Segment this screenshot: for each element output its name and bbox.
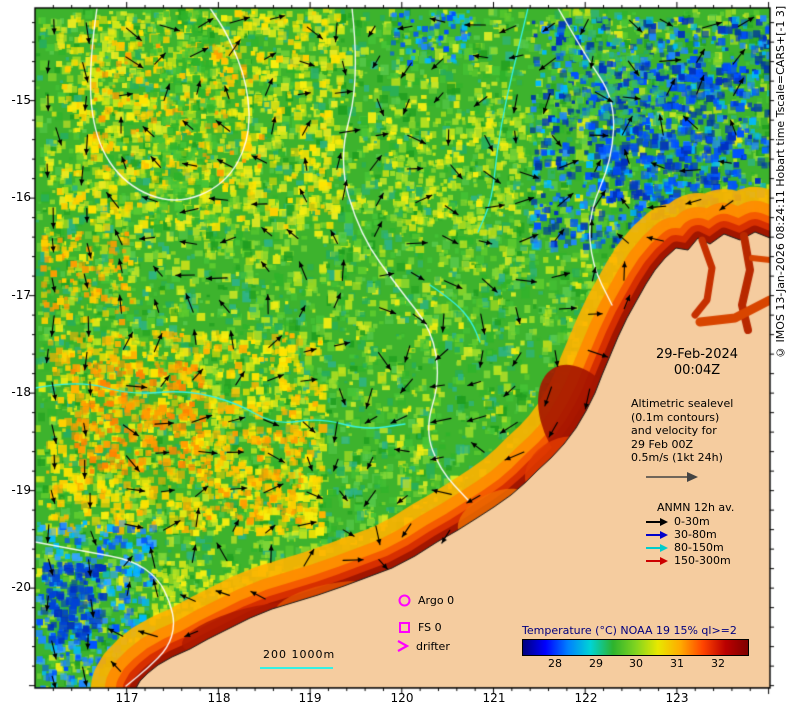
anmn-row: 150-300m	[645, 554, 734, 567]
depth-range-label: 80-150m	[674, 541, 724, 554]
anmn-row: 30-80m	[645, 528, 734, 541]
argo-label: Argo 0	[418, 594, 455, 607]
anmn-row: 0-30m	[645, 515, 734, 528]
colorbar-gradient	[522, 639, 749, 656]
lat-tick-label: -16	[11, 190, 31, 204]
altimetric-line: (0.1m contours)	[631, 410, 720, 424]
lat-tick-label: -18	[11, 385, 31, 399]
colorbar-tick-label: 28	[548, 657, 562, 670]
lon-tick-label: 117	[115, 691, 139, 705]
drifter-label: drifter	[416, 639, 450, 653]
drifter-marker-icon	[397, 640, 410, 652]
colorbar-ticks: 28 29 30 31 32	[522, 656, 749, 670]
colorbar-tick-label: 31	[670, 657, 684, 670]
lat-tick-label: -17	[11, 288, 31, 302]
colorbar-tick-label: 32	[711, 657, 725, 670]
lat-tick-label: -15	[11, 93, 31, 107]
velocity-scale-arrow-icon	[646, 472, 698, 482]
lon-tick-label: 118	[207, 691, 231, 705]
anmn-title: ANMN 12h av.	[657, 501, 735, 514]
altimetric-note: Altimetric sealevel (0.1m contours) and …	[631, 397, 771, 465]
altimetric-line: 29 Feb 00Z	[631, 437, 693, 451]
chevron-glyph	[397, 640, 410, 652]
arrow-head	[660, 556, 668, 565]
colorbar-title: Temperature (°C) NOAA 19 15% ql>=2	[522, 624, 737, 637]
anmn-legend: ANMN 12h av. 0-30m 30-80m 80-150m	[645, 501, 734, 567]
anmn-row: 80-150m	[645, 541, 734, 554]
altimetric-line: and velocity for	[631, 424, 717, 438]
colorbar: Temperature (°C) NOAA 19 15% ql>=2 28 29…	[522, 624, 749, 670]
arrow-head	[660, 517, 668, 526]
lat-tick-label: -20	[11, 580, 31, 594]
bathymetry-scale-line	[260, 667, 333, 669]
bathymetry-scale-label: 200 1000m	[263, 648, 336, 661]
lon-tick-label: 121	[482, 691, 506, 705]
depth-arrow-icon	[646, 530, 668, 539]
depth-range-label: 30-80m	[674, 528, 717, 541]
arrow-head	[660, 530, 668, 539]
timestamp: 29-Feb-2024 00:04Z	[636, 347, 758, 379]
fs-label: FS 0	[418, 621, 442, 634]
depth-arrow-icon	[646, 543, 668, 552]
date-label: 29-Feb-2024	[655, 347, 739, 362]
colorbar-tick-label: 30	[629, 657, 643, 670]
colorbar-tick-label: 29	[589, 657, 603, 670]
lon-tick-label: 123	[665, 691, 689, 705]
fs-marker-icon	[399, 622, 410, 633]
depth-arrow-icon	[646, 556, 668, 565]
copyright-text: © IMOS 13-Jan-2026 08:24:11 Hobart time …	[774, 6, 787, 360]
depth-range-label: 0-30m	[674, 515, 710, 528]
fs-legend-row: FS 0	[397, 620, 442, 635]
square-glyph	[399, 622, 410, 633]
lon-tick-label: 122	[574, 691, 598, 705]
lon-tick-label: 119	[298, 691, 322, 705]
argo-marker-icon	[398, 594, 411, 607]
lat-tick-label: -19	[11, 483, 31, 497]
drifter-legend-row: drifter	[394, 638, 450, 654]
argo-legend-row: Argo 0	[397, 593, 454, 608]
arrow-head	[687, 472, 698, 482]
arrow-head	[660, 543, 668, 552]
depth-range-label: 150-300m	[674, 554, 731, 567]
time-label: 00:04Z	[673, 363, 721, 378]
altimetric-line: Altimetric sealevel	[631, 397, 734, 410]
depth-arrow-icon	[646, 517, 668, 526]
lon-tick-label: 120	[390, 691, 414, 705]
circle-glyph	[398, 594, 411, 607]
altimetric-line: 0.5m/s (1kt 24h)	[631, 451, 723, 465]
